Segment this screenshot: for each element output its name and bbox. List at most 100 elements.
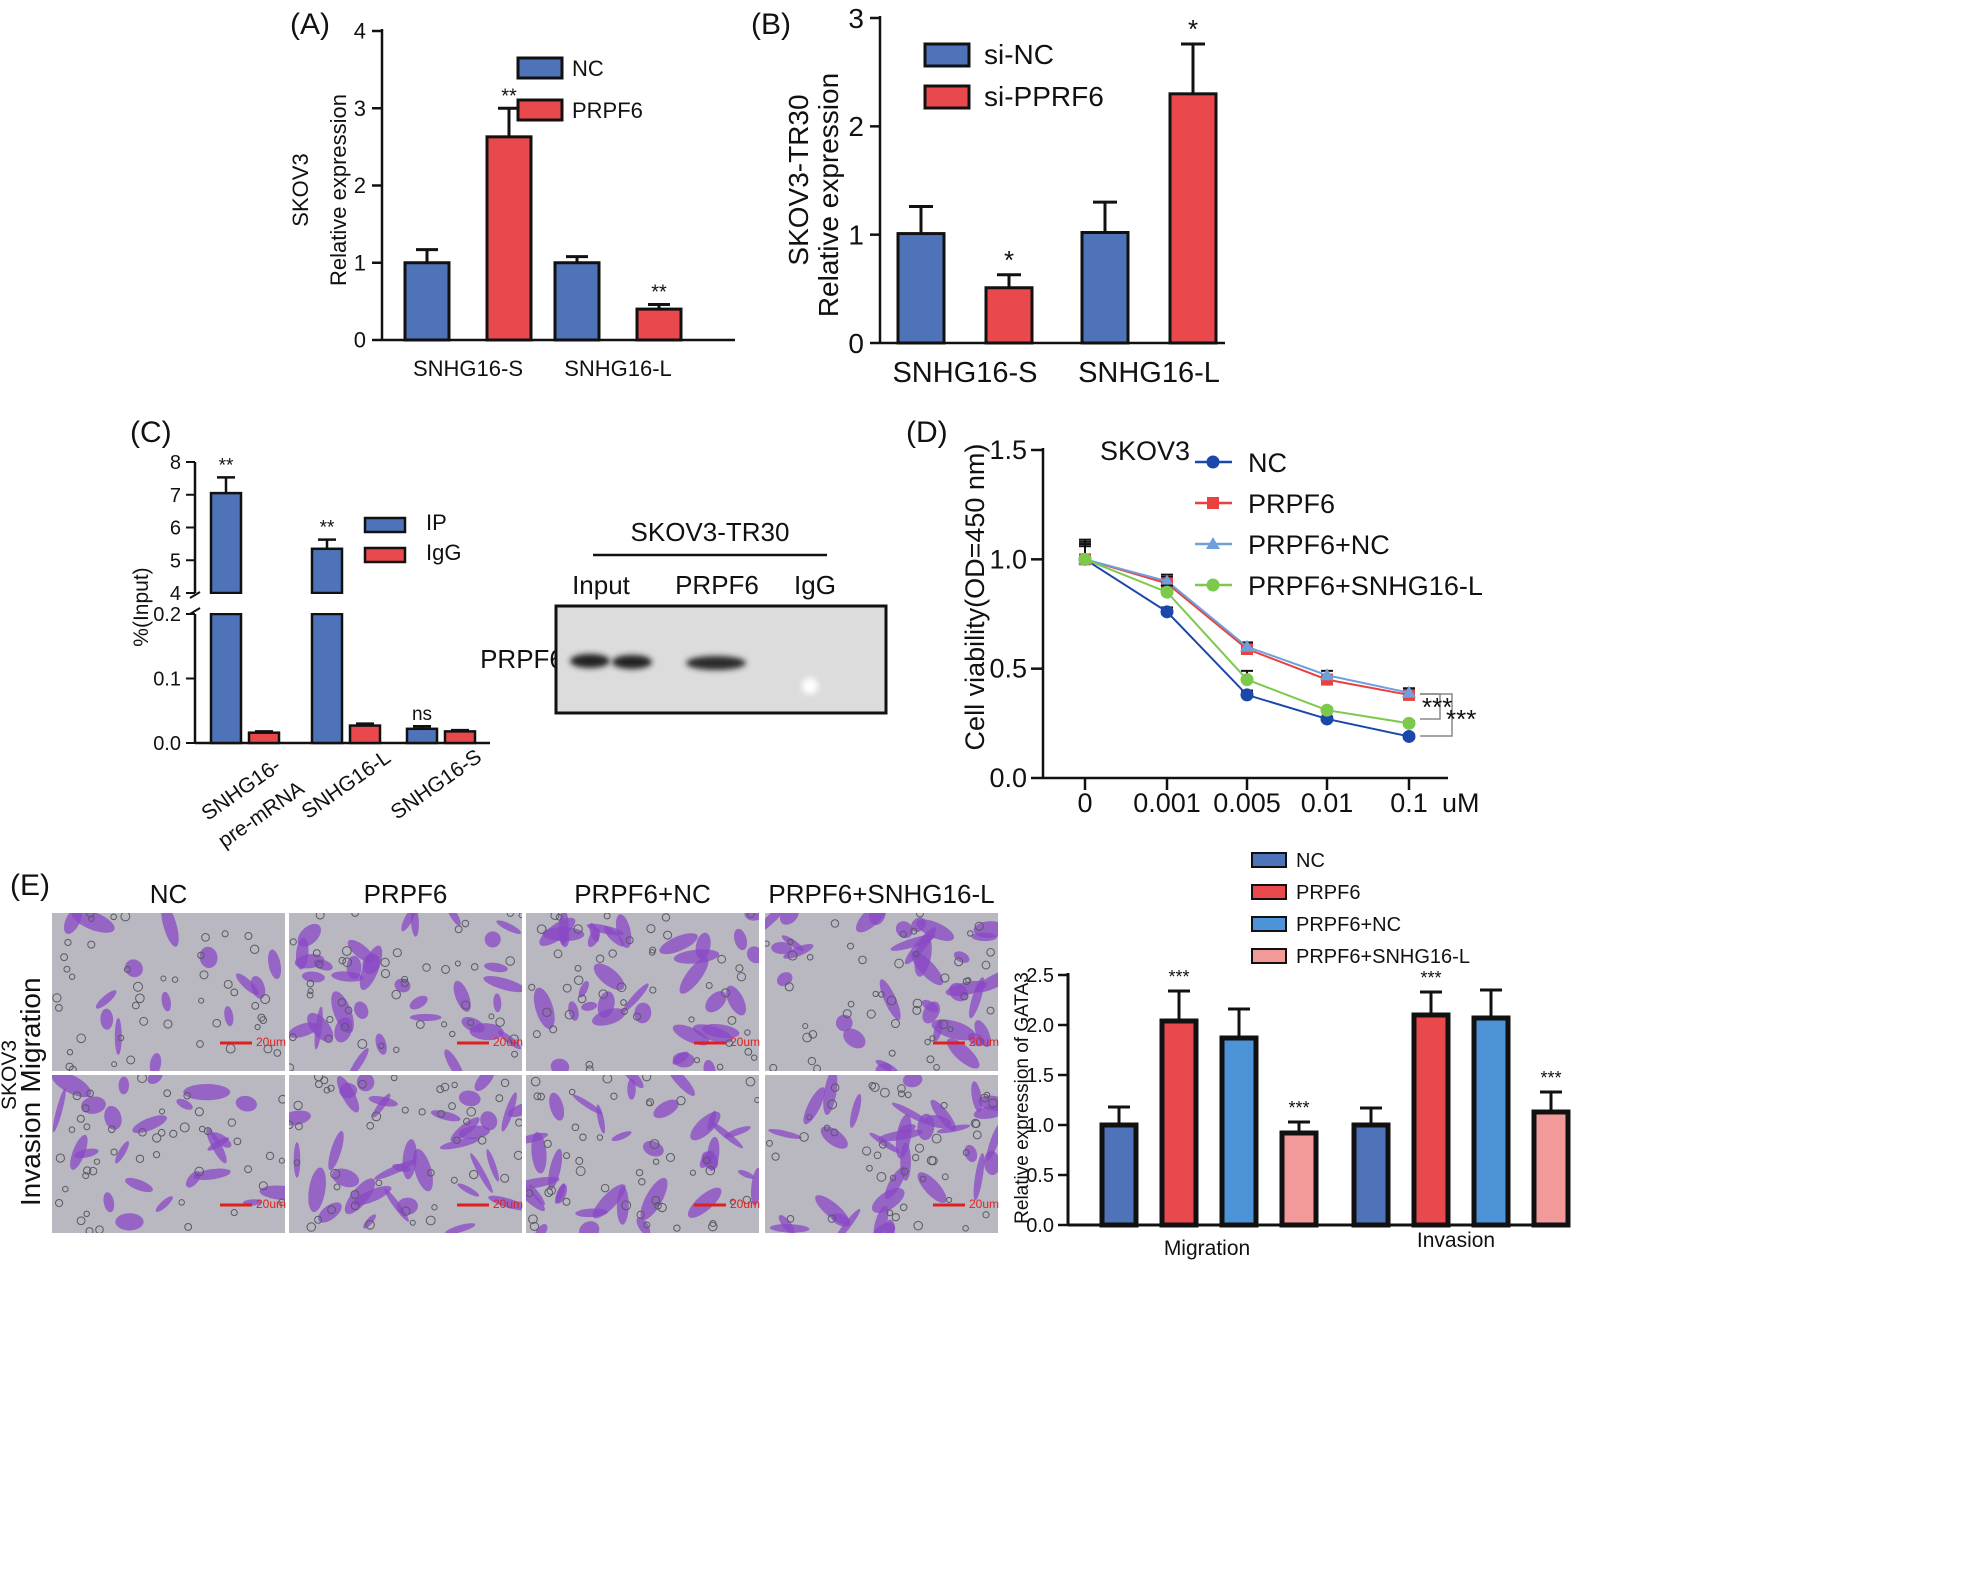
y-tick-label: 4 — [170, 583, 181, 605]
significance-label: *** — [1288, 1098, 1309, 1118]
pore — [390, 1075, 398, 1082]
pore — [972, 1130, 982, 1140]
micrograph-tile: 20um — [52, 913, 286, 1071]
pore — [184, 1223, 193, 1231]
panel-label-D: (D) — [906, 416, 948, 449]
stained-cell — [147, 1075, 163, 1085]
pore — [289, 1120, 294, 1130]
pore — [913, 1220, 923, 1231]
stained-cell — [616, 1186, 629, 1225]
y-tick-label: 3 — [354, 96, 366, 121]
marker-circle — [1206, 455, 1220, 469]
pore — [573, 975, 584, 985]
stained-cell — [81, 1096, 106, 1114]
pore — [643, 1221, 651, 1229]
pore — [725, 1039, 734, 1047]
pore — [912, 998, 923, 1009]
pore — [454, 925, 463, 934]
pore — [278, 1094, 285, 1104]
stained-cell — [964, 1144, 978, 1163]
stained-cell — [879, 979, 901, 1021]
pore — [866, 1164, 873, 1172]
bar — [984, 286, 1034, 345]
pore — [929, 1035, 936, 1042]
pore — [787, 938, 794, 945]
pore — [431, 1204, 438, 1211]
pore — [787, 950, 798, 961]
pore — [596, 1134, 604, 1141]
pore — [562, 1197, 571, 1206]
pore — [890, 1019, 901, 1029]
stained-cell — [983, 1150, 998, 1175]
pore — [608, 949, 617, 958]
blot-title: SKOV3-TR30 — [631, 517, 790, 547]
stained-cell — [493, 993, 502, 1013]
pore — [703, 1156, 711, 1165]
significance-label: ns — [412, 704, 432, 725]
pore — [842, 1009, 852, 1019]
stained-cell — [703, 1059, 716, 1071]
y-tick-label: 5 — [170, 550, 181, 572]
legend-label: PRPF6 — [572, 98, 643, 123]
pore — [351, 913, 360, 917]
pore — [600, 1183, 610, 1193]
bar — [635, 307, 683, 342]
pore — [886, 995, 897, 1006]
pore — [415, 1020, 425, 1029]
stained-cell — [446, 913, 461, 926]
stained-cell — [875, 1059, 899, 1071]
pore — [197, 951, 205, 960]
pore — [400, 978, 409, 988]
stained-cell — [474, 1075, 495, 1092]
stained-cell — [975, 968, 998, 993]
legend-swatch — [923, 42, 971, 68]
pore — [866, 1009, 876, 1019]
stained-cell — [620, 1075, 644, 1089]
pore — [358, 1079, 367, 1089]
pore — [786, 1214, 795, 1223]
stained-cell — [100, 1008, 114, 1030]
blot-band — [686, 656, 746, 670]
pore — [598, 989, 609, 999]
y-tick-label: 1 — [354, 250, 366, 275]
significance-label: *** — [1168, 967, 1189, 987]
significance-label: ** — [219, 455, 234, 476]
bar — [310, 547, 344, 595]
pore — [306, 991, 314, 999]
pore — [505, 956, 515, 966]
pore — [289, 938, 297, 946]
y-tick-label: 0.5 — [1026, 1165, 1054, 1187]
pore — [312, 949, 321, 958]
pore — [87, 940, 96, 949]
y-tick-label: 2 — [354, 173, 366, 198]
y-tick-label: 1.5 — [1026, 1065, 1054, 1087]
stained-cell — [873, 1205, 889, 1233]
pore — [338, 956, 347, 965]
significance-label: * — [1004, 245, 1014, 275]
blot-band — [612, 655, 652, 669]
significance-label: *** — [1446, 704, 1476, 734]
pore — [962, 1225, 969, 1232]
pore — [52, 993, 62, 1003]
pore — [337, 998, 347, 1007]
marker-circle — [1078, 552, 1092, 566]
pore — [341, 946, 352, 956]
stained-cell — [849, 1093, 862, 1128]
y-tick-label: 0 — [848, 328, 864, 359]
pore — [620, 999, 627, 1006]
pore — [642, 1075, 652, 1082]
pore — [563, 1152, 571, 1160]
pore — [602, 1075, 613, 1084]
stained-cell — [63, 913, 83, 935]
stained-cell — [235, 1095, 257, 1112]
stained-cell — [458, 1090, 481, 1107]
pore — [278, 1198, 285, 1207]
stained-cell — [115, 1141, 130, 1164]
significance-label: *** — [1422, 692, 1452, 722]
y-axis-label: SKOV3-TR30 — [783, 94, 814, 265]
marker-circle — [1320, 703, 1334, 717]
x-category-label: SNHG16-L — [298, 746, 395, 824]
pore — [183, 1091, 191, 1100]
